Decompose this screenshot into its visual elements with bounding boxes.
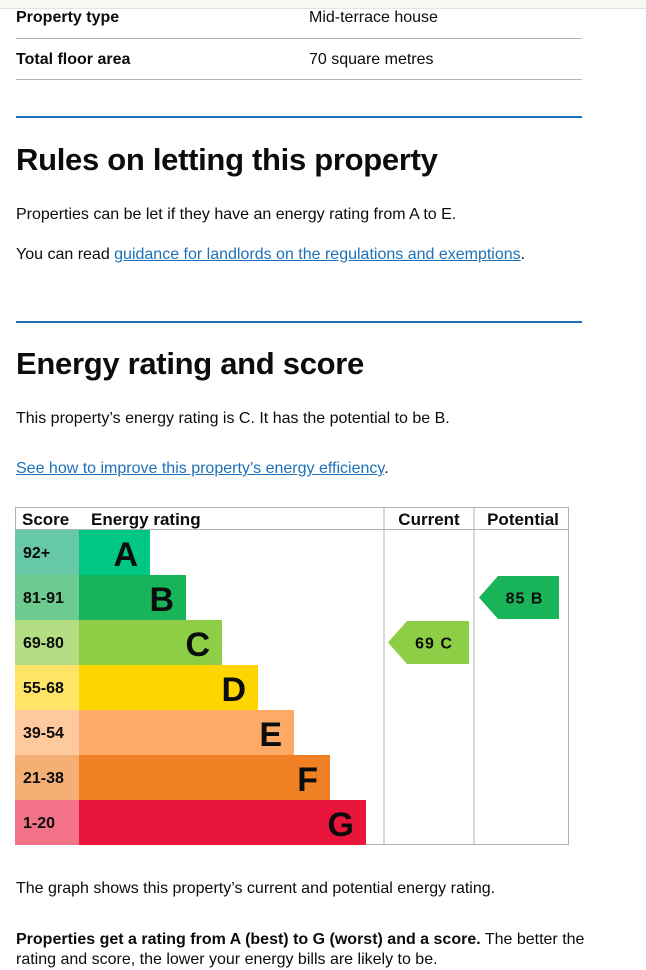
guidance-prefix: You can read	[16, 246, 115, 263]
rating-markers: 69 C 85 B	[388, 576, 559, 664]
rating-letter-e: E	[259, 716, 282, 754]
floor-area-label: Total floor area	[16, 51, 131, 68]
rating-letter-d: D	[221, 671, 246, 709]
section-divider	[16, 321, 582, 323]
rating-bar-c	[79, 620, 222, 665]
score-label-a: 92+	[23, 545, 50, 562]
graph-note: The graph shows this property’s current …	[16, 880, 496, 897]
improve-suffix: .	[384, 460, 389, 477]
rating-letter-f: F	[297, 761, 318, 799]
score-cell-d	[15, 665, 79, 710]
current-rating-arrow	[388, 621, 469, 664]
guidance-suffix: .	[520, 246, 526, 263]
rating-bar-a	[79, 530, 150, 575]
potential-column-header: Potential	[487, 510, 559, 529]
rating-bar-f	[79, 755, 330, 800]
rating-bar-d	[79, 665, 258, 710]
score-cell-g	[15, 800, 79, 845]
score-label-c: 69-80	[23, 635, 64, 652]
rating-bands: 92+ A 81-91 B 69-80 C 55-68 D 39-54 E 21-38 F 1-20 G	[15, 530, 366, 845]
score-label-b: 81-91	[23, 590, 64, 607]
score-cell-b	[15, 575, 79, 620]
potential-rating-arrow	[479, 576, 559, 619]
letting-paragraph: Properties can be let if they have an en…	[16, 206, 457, 223]
current-column-header: Current	[398, 510, 460, 529]
score-label-e: 39-54	[23, 725, 64, 742]
potential-rating-label: 85 B	[506, 591, 544, 608]
score-cell-a	[15, 530, 79, 575]
score-column-header: Score	[22, 510, 69, 529]
property-type-value: Mid-terrace house	[309, 9, 438, 26]
score-cell-c	[15, 620, 79, 665]
rating-letter-c: C	[185, 626, 210, 664]
energy-rating-summary: This property’s energy rating is C. It h…	[16, 410, 450, 427]
current-rating-label: 69 C	[415, 636, 453, 653]
score-label-f: 21-38	[23, 770, 64, 787]
summary-row-property-type: Property type Mid-terrace house	[16, 0, 582, 39]
improve-efficiency-link[interactable]: See how to improve this property’s energ…	[16, 460, 385, 477]
rating-bar-e	[79, 710, 294, 755]
top-border	[0, 0, 646, 9]
energy-rating-chart: Score Energy rating Current Potential 92…	[15, 507, 569, 845]
score-cell-e	[15, 710, 79, 755]
rating-letter-b: B	[149, 581, 174, 619]
rating-explanation: Properties get a rating from A (best) to…	[16, 930, 616, 970]
guidance-paragraph: You can read guidance for landlords on t…	[16, 246, 616, 264]
rating-explanation-bold: Properties get a rating from A (best) to…	[16, 931, 481, 948]
floor-area-value: 70 square metres	[309, 51, 434, 68]
section-divider	[16, 116, 582, 118]
summary-row-floor-area: Total floor area 70 square metres	[16, 41, 582, 80]
score-cell-f	[15, 755, 79, 800]
score-label-g: 1-20	[23, 815, 55, 832]
letting-heading: Rules on letting this property	[16, 142, 438, 177]
rating-letter-a: A	[113, 536, 138, 574]
energy-heading: Energy rating and score	[16, 346, 364, 381]
rating-bar-b	[79, 575, 186, 620]
rating-column-header: Energy rating	[91, 510, 201, 529]
rating-letter-g: G	[328, 806, 354, 844]
score-label-d: 55-68	[23, 680, 64, 697]
rating-bar-g	[79, 800, 366, 845]
improve-paragraph: See how to improve this property’s energ…	[16, 460, 616, 478]
guidance-link[interactable]: guidance for landlords on the regulation…	[114, 246, 521, 263]
property-type-label: Property type	[16, 9, 120, 26]
